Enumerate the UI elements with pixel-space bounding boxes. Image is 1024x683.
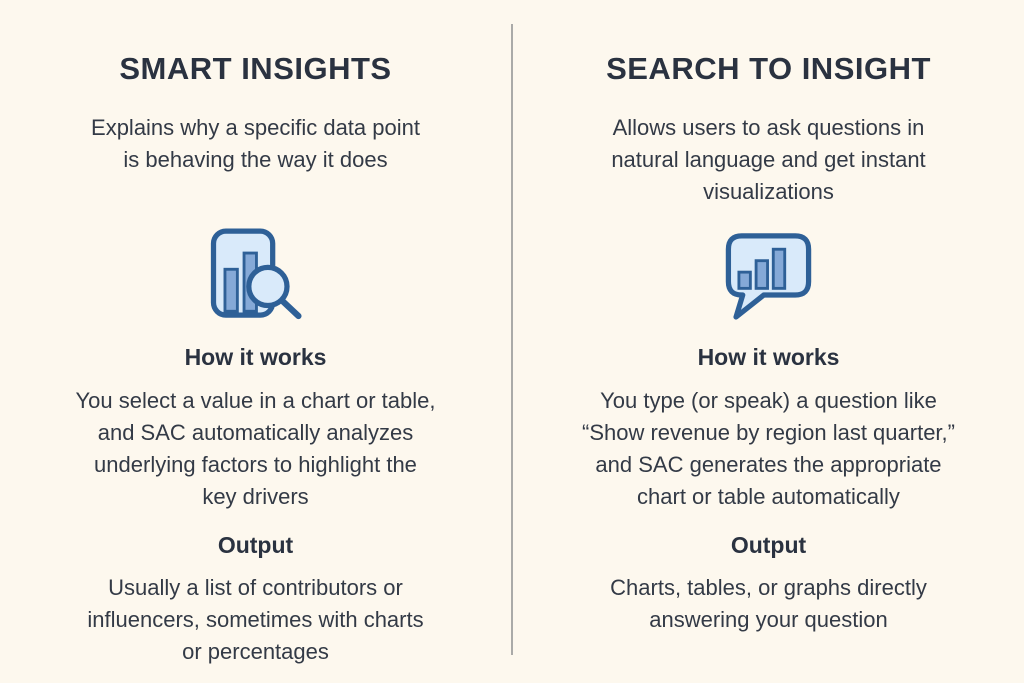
how-it-works-heading: How it works [697,344,840,370]
icon-container [716,227,821,327]
column-smart-insights: SMART INSIGHTS Explains why a specific d… [0,0,511,683]
column-description: Allows users to ask questions in natural… [611,115,926,204]
column-search-to-insight: SEARCH TO INSIGHT Allows users to ask qu… [513,0,1024,683]
column-title: SMART INSIGHTS [119,51,392,86]
how-it-works-text: You type (or speak) a question like “Sho… [582,388,955,509]
vertical-divider [511,24,513,655]
column-description: Explains why a specific data point is be… [91,115,420,172]
how-it-works-text: You select a value in a chart or table, … [75,388,436,509]
output-heading: Output [217,532,294,558]
speech-bubble-chart-icon [716,227,821,328]
output-text: Charts, tables, or graphs directly answe… [610,575,927,632]
how-it-works-heading: How it works [184,344,327,370]
bar-chart-magnifier-icon [203,227,308,328]
icon-container [203,227,308,327]
output-heading: Output [730,532,807,558]
output-text: Usually a list of contributors or influe… [87,575,424,664]
column-title: SEARCH TO INSIGHT [606,51,931,86]
